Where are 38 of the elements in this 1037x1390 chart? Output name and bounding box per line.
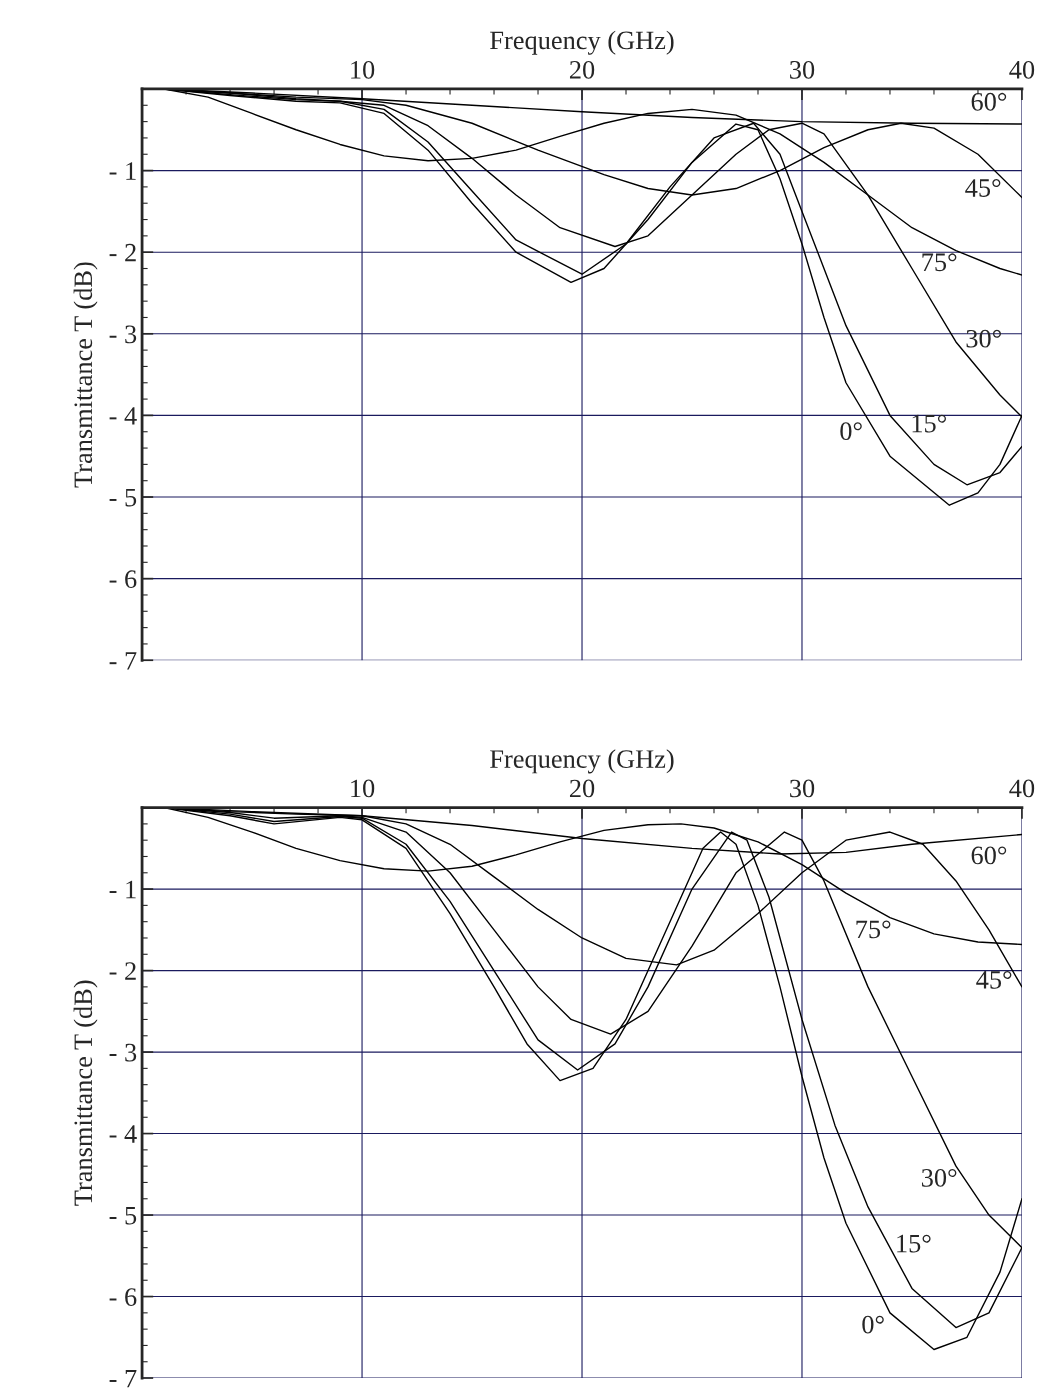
y-tick-label: - 7 <box>109 652 137 670</box>
y-tick-label: - 3 <box>109 1043 137 1062</box>
annotation: 75° <box>856 920 891 939</box>
y-tick-label: - 3 <box>109 325 137 344</box>
annotation: 45° <box>976 970 1012 989</box>
x-tick-label: 30 <box>790 779 815 798</box>
x-tick-label: 20 <box>569 60 595 79</box>
annotation: 15° <box>912 414 946 433</box>
x-tick-label: 10 <box>351 779 375 798</box>
y-tick-label: - 4 <box>109 1125 137 1143</box>
annotation: 30° <box>921 1168 957 1187</box>
annotation: 75° <box>922 253 957 272</box>
annotation: 60° <box>971 846 1007 865</box>
y-tick-label: - 5 <box>109 488 137 507</box>
y-tick-label: - 1 <box>109 880 136 899</box>
annotation: 60° <box>971 92 1007 111</box>
x-axis-title: Frequency (GHz) <box>490 749 674 774</box>
y-tick-label: - 6 <box>109 1288 137 1306</box>
x-tick-label: 40 <box>1009 60 1035 79</box>
x-axis-title: Frequency (GHz) <box>490 30 674 55</box>
annotation: 30° <box>966 329 1001 348</box>
y-tick-label: - 4 <box>109 407 137 425</box>
annotation: 45° <box>965 179 1001 197</box>
y-tick-label: - 2 <box>109 243 136 262</box>
annotation: 0° <box>840 422 862 441</box>
y-tick-label: - 1 <box>109 162 136 180</box>
y-tick-label: - 2 <box>109 962 136 980</box>
x-tick-label: 10 <box>351 60 375 79</box>
x-tick-label: 20 <box>569 779 595 798</box>
annotation: 15° <box>897 1234 931 1253</box>
y-axis-title: Transmittance T (dB) <box>73 980 98 1206</box>
y-axis-title: Transmittance T (dB) <box>73 262 98 488</box>
x-tick-label: 30 <box>790 60 815 79</box>
y-tick-label: - 5 <box>109 1206 137 1225</box>
y-tick-label: - 7 <box>109 1369 137 1388</box>
x-tick-label: 40 <box>1009 779 1035 798</box>
y-tick-label: - 6 <box>109 570 137 589</box>
annotation: 0° <box>862 1315 884 1334</box>
